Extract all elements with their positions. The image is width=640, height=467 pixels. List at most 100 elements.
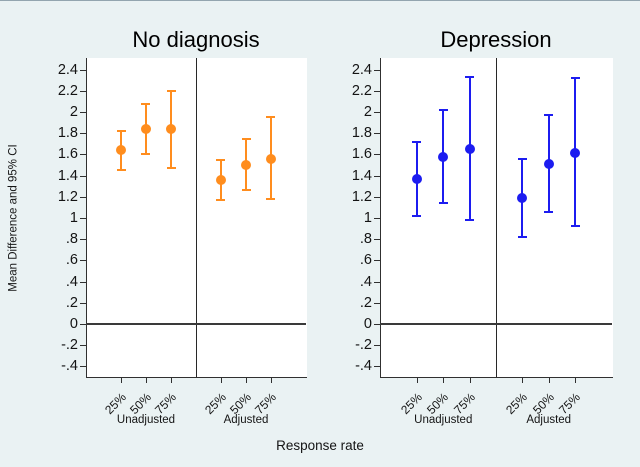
y-axis-tick-label: -.4 [355, 358, 372, 375]
y-axis-tick [374, 218, 380, 219]
point-marker [464, 144, 475, 155]
ci-cap-bottom [412, 214, 422, 217]
plot-area-no-diagnosis [86, 58, 307, 378]
point-marker [517, 192, 528, 203]
y-axis-tick [374, 196, 380, 198]
group-label: Adjusted [526, 414, 572, 426]
zero-reference-line [380, 323, 612, 325]
y-axis-tick [374, 175, 380, 177]
y-axis-tick-label: 0 [363, 316, 372, 332]
y-axis-tick-label: .4 [65, 273, 78, 290]
x-axis-tick [575, 378, 577, 383]
x-axis-tick [220, 378, 222, 383]
ci-cap-bottom [544, 210, 554, 213]
y-axis-tick [80, 69, 86, 71]
x-axis-tick [522, 378, 524, 383]
y-axis-tick-label: 2.4 [351, 61, 372, 78]
y-axis-tick-label: -.2 [355, 337, 372, 354]
y-axis-tick-label: 2 [69, 104, 78, 120]
ci-cap-top [438, 108, 448, 111]
point-marker [570, 148, 581, 159]
plot-area-depression [380, 58, 613, 378]
y-axis-tick [80, 302, 86, 304]
ci-cap-top [241, 137, 251, 140]
y-axis-title: Mean Difference and 95% CI [2, 58, 26, 377]
y-axis-tick [80, 112, 86, 113]
y-axis-title-text: Mean Difference and 95% CI [8, 143, 20, 292]
ci-cap-top [216, 158, 226, 161]
x-axis-tick-label: 25% [102, 390, 129, 417]
group-label: Unadjusted [414, 414, 473, 426]
y-axis-tick-label: 1 [363, 210, 372, 226]
point-marker [140, 123, 151, 134]
point-marker [116, 145, 126, 156]
x-axis-tick [548, 378, 550, 383]
x-axis-tick-label: 25% [397, 390, 425, 417]
y-axis-tick-label: 1.4 [351, 167, 372, 184]
x-axis-tick-label: 75% [152, 390, 179, 417]
y-axis-tick-label: 1.2 [57, 188, 78, 205]
x-axis-tick-label: 50% [227, 390, 254, 417]
ci-cap-top [517, 157, 527, 160]
y-axis-tick [80, 239, 86, 241]
y-axis-tick [374, 154, 380, 156]
x-axis-tick-label: 75% [252, 390, 279, 417]
x-axis-tick [171, 378, 172, 383]
x-axis-tick [270, 378, 272, 383]
x-axis-tick [121, 378, 122, 383]
group-divider [195, 58, 197, 377]
x-axis-tick-label: 50% [424, 390, 452, 417]
ci-cap-bottom [438, 202, 448, 205]
y-axis-tick-label: -.2 [61, 337, 78, 354]
y-axis-tick-label: .2 [65, 294, 78, 311]
y-axis-tick-label: 0 [69, 316, 78, 332]
ci-cap-bottom [517, 236, 527, 239]
y-axis-tick-label: 1.2 [351, 188, 372, 205]
group-divider [495, 58, 497, 377]
y-axis-tick [374, 345, 380, 347]
y-axis-tick [374, 324, 380, 325]
y-axis-tick-label: 1.8 [57, 125, 78, 142]
point-marker [438, 151, 449, 162]
ci-cap-bottom [216, 198, 226, 201]
ci-cap-bottom [465, 219, 475, 222]
point-marker [166, 123, 176, 134]
y-axis-tick-label: .6 [65, 252, 78, 269]
ci-cap-bottom [166, 167, 176, 170]
y-axis-tick [80, 345, 86, 347]
x-axis-tick [469, 378, 471, 383]
x-axis-tick-label: 50% [127, 390, 154, 417]
point-marker [265, 153, 276, 164]
y-axis-tick [80, 90, 86, 92]
ci-cap-top [465, 76, 475, 79]
ci-cap-bottom [570, 225, 580, 228]
ci-cap-top [412, 140, 422, 143]
y-axis-tick-label: 1.4 [57, 167, 78, 184]
ci-cap-top [544, 114, 554, 117]
y-axis-tick [374, 90, 380, 92]
y-axis-tick [374, 133, 380, 135]
y-axis-tick [80, 175, 86, 177]
x-axis-tick-label: 25% [503, 390, 531, 417]
y-axis-tick-label: 2.2 [57, 82, 78, 99]
ci-cap-bottom [141, 153, 151, 156]
y-axis-tick [374, 112, 380, 113]
x-axis-title: Response rate [276, 438, 364, 453]
point-marker [241, 160, 251, 170]
x-axis-tick [246, 378, 247, 383]
group-label: Adjusted [223, 414, 269, 426]
panel-title-no-diagnosis: No diagnosis [132, 27, 260, 52]
x-axis-tick-label: 75% [556, 390, 584, 417]
y-axis-tick-label: .6 [359, 252, 372, 269]
y-axis-tick-label: 1.8 [351, 125, 372, 142]
y-axis-tick [374, 302, 380, 304]
y-axis-tick-label: 2 [363, 104, 372, 120]
ci-cap-top [266, 116, 276, 119]
ci-cap-top [116, 130, 126, 133]
ci-cap-top [141, 102, 151, 105]
y-axis-tick [374, 239, 380, 241]
y-axis-tick [80, 366, 86, 368]
x-axis-tick-label: 25% [202, 390, 229, 417]
point-marker [411, 173, 422, 184]
